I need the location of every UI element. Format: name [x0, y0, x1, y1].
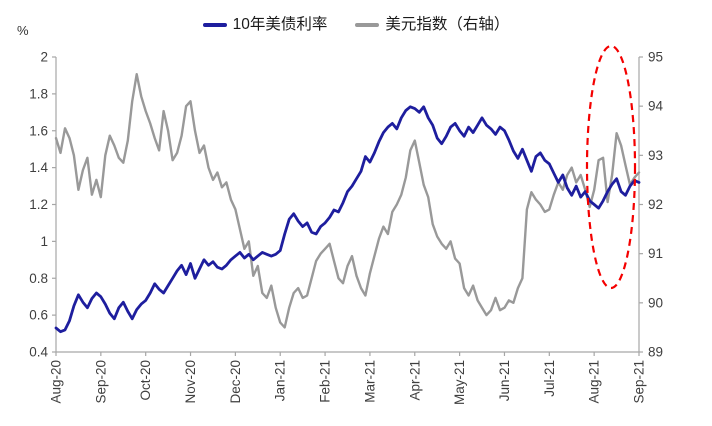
right-axis: 95 94 93 92 91 90 89: [639, 50, 664, 360]
left-axis-tick-label: 2: [40, 50, 48, 65]
highlight-ellipse-annotation: [585, 44, 637, 290]
x-axis-tick-label: Jul-21: [542, 360, 557, 397]
left-axis-tick-label: 0.4: [29, 345, 48, 360]
left-axis-tick-label: 0.6: [29, 308, 48, 323]
x-axis-tick-label: Nov-20: [183, 360, 198, 404]
treasury-yield-line: [54, 105, 641, 334]
x-axis-tick-label: Feb-21: [318, 360, 333, 403]
left-axis-unit-label: %: [17, 23, 29, 38]
x-axis-tick-label: Aug-20: [49, 360, 64, 404]
legend-label-dollar-index: 美元指数（右轴）: [385, 16, 510, 33]
left-axis-tick-label: 1: [40, 234, 48, 249]
right-axis-tick-label: 89: [648, 345, 663, 360]
x-axis-tick-label: Apr-21: [407, 360, 422, 401]
x-axis-tick-label: Mar-21: [362, 360, 377, 403]
legend: 10年美债利率 美元指数（右轴）: [0, 17, 712, 33]
x-axis-tick-label: Oct-20: [138, 360, 153, 401]
x-axis-tick-label: Jun-21: [497, 360, 512, 401]
right-axis-tick-label: 95: [648, 50, 663, 65]
right-axis-tick-label: 94: [648, 99, 664, 114]
x-axis-tick-label: Dec-20: [228, 360, 243, 404]
x-axis-tick-label: Sep-21: [632, 360, 647, 404]
dollar-index-line: [54, 72, 641, 329]
x-axis-tick-label: Jan-21: [273, 360, 288, 401]
right-axis-tick-label: 92: [648, 197, 663, 212]
left-axis-tick-label: 1.6: [29, 123, 48, 138]
x-axis: Aug-20 Sep-20 Oct-20 Nov-20 Dec-20 Jan-21 Feb-…: [49, 352, 647, 405]
left-axis: 2 1.8 1.6 1.4 1.2 1 0.8 0.6 0.4: [29, 50, 56, 360]
x-axis-tick-label: May-21: [452, 360, 467, 405]
x-axis-tick-label: Sep-20: [93, 360, 108, 404]
treasury-line-swatch-icon: [202, 22, 227, 27]
left-axis-tick-label: 0.8: [29, 271, 48, 286]
legend-label-treasury: 10年美债利率: [232, 16, 328, 33]
right-axis-tick-label: 90: [648, 295, 663, 310]
left-axis-tick-label: 1.2: [29, 197, 48, 212]
right-axis-tick-label: 93: [648, 148, 663, 163]
left-axis-tick-label: 1.4: [29, 160, 48, 175]
left-axis-tick-label: 1.8: [29, 86, 48, 101]
right-axis-tick-label: 91: [648, 246, 663, 261]
dollar-line-swatch-icon: [355, 22, 380, 27]
legend-item-treasury: 10年美债利率: [202, 16, 328, 33]
x-axis-tick-label: Aug-21: [587, 360, 602, 404]
legend-item-dollar-index: 美元指数（右轴）: [355, 17, 509, 33]
